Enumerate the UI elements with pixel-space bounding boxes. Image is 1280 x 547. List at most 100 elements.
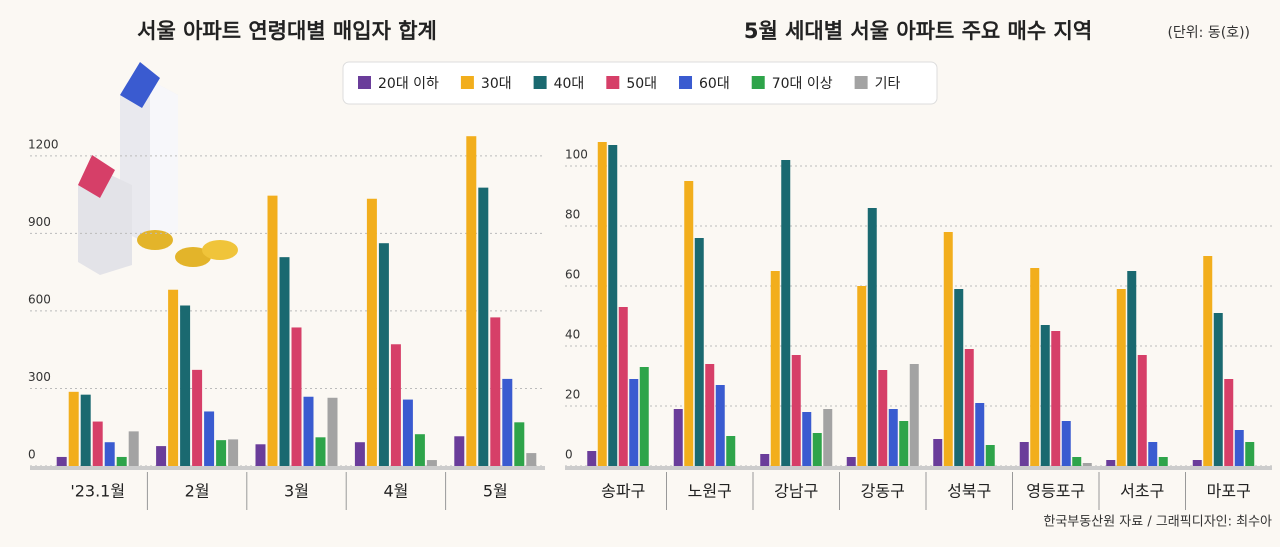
bar: [975, 403, 985, 466]
bar: [715, 385, 725, 466]
unit-note: (단위: 동(호)): [1167, 25, 1250, 41]
legend-swatch: [358, 76, 371, 89]
bar: [204, 411, 215, 466]
bar: [943, 232, 953, 466]
bar: [454, 436, 465, 466]
bar: [526, 453, 537, 466]
baseline: [30, 466, 545, 470]
bar: [56, 456, 67, 466]
legend-swatch: [533, 76, 547, 89]
bar: [315, 437, 326, 466]
bar: [1106, 460, 1116, 466]
x-tick-label: '23.1월: [70, 482, 125, 501]
bar: [694, 238, 704, 466]
bar: [1030, 268, 1040, 466]
bar: [228, 439, 239, 466]
bar: [639, 367, 649, 466]
bar: [1051, 331, 1061, 466]
bar: [414, 434, 425, 466]
bar: [402, 399, 413, 466]
bar: [684, 181, 694, 466]
bar: [426, 460, 437, 466]
bar: [608, 145, 618, 466]
baseline: [565, 466, 1272, 470]
bar: [279, 257, 290, 466]
bar: [327, 397, 338, 466]
bar: [478, 187, 489, 467]
bar: [104, 442, 115, 466]
y-tick-label: 600: [28, 292, 51, 306]
bar: [490, 317, 501, 466]
bar: [354, 442, 365, 466]
bar: [128, 431, 139, 466]
bar: [770, 271, 780, 466]
bar: [466, 136, 477, 467]
bar: [1040, 325, 1050, 466]
bar: [291, 327, 302, 466]
bar: [587, 451, 597, 466]
bar: [802, 412, 812, 466]
x-tick-label: 노원구: [688, 482, 732, 501]
x-tick-label: 4월: [383, 482, 408, 501]
bar: [267, 195, 278, 466]
bar: [933, 439, 943, 466]
x-tick-label: 5월: [483, 482, 508, 501]
bar: [390, 344, 401, 466]
bar: [255, 444, 266, 466]
x-tick-label: 서초구: [1120, 482, 1164, 501]
legend-label: 40대: [554, 76, 585, 92]
bar: [985, 445, 995, 466]
bar: [1158, 457, 1168, 466]
bar: [791, 355, 801, 466]
bar: [629, 379, 639, 466]
bar: [1137, 355, 1147, 466]
legend-label: 60대: [699, 76, 730, 92]
bar: [781, 160, 791, 466]
bar: [378, 243, 389, 466]
bar: [1019, 442, 1029, 466]
bar: [303, 396, 314, 466]
bar: [964, 349, 974, 466]
bar: [888, 409, 898, 466]
x-tick-label: 강동구: [861, 482, 905, 501]
bar: [156, 446, 167, 466]
bar: [954, 289, 964, 466]
bar: [857, 286, 867, 466]
legend-label: 30대: [481, 76, 512, 92]
bar: [597, 142, 607, 466]
x-tick-label: 성북구: [947, 482, 991, 501]
bar: [760, 454, 770, 466]
legend-swatch: [460, 76, 474, 89]
bar: [180, 305, 191, 466]
illustration: [78, 62, 238, 275]
bar: [673, 409, 683, 466]
x-tick-label: 영등포구: [1026, 482, 1085, 501]
y-tick-label: 20: [565, 388, 580, 402]
bar: [1148, 442, 1158, 466]
bar: [1245, 442, 1255, 466]
bar: [1082, 463, 1092, 466]
y-tick-label: 0: [28, 448, 36, 462]
x-tick-label: 2월: [185, 482, 210, 501]
y-tick-label: 900: [28, 215, 51, 229]
x-tick-label: 마포구: [1207, 482, 1251, 501]
bar: [1213, 313, 1223, 466]
bar: [1203, 256, 1213, 466]
bar: [1116, 289, 1126, 466]
y-tick-label: 300: [28, 370, 51, 384]
bar: [1072, 457, 1082, 466]
bar: [618, 307, 628, 466]
legend-swatch: [606, 76, 620, 89]
bar: [514, 422, 525, 466]
legend-label: 50대: [626, 76, 657, 92]
bar: [899, 421, 909, 466]
bar: [502, 378, 513, 466]
bar: [846, 457, 856, 466]
x-tick-label: 강남구: [774, 482, 818, 501]
bar: [867, 208, 877, 466]
bar: [168, 289, 179, 466]
bar: [366, 198, 377, 466]
y-tick-label: 0: [565, 448, 573, 462]
legend: [342, 61, 938, 105]
